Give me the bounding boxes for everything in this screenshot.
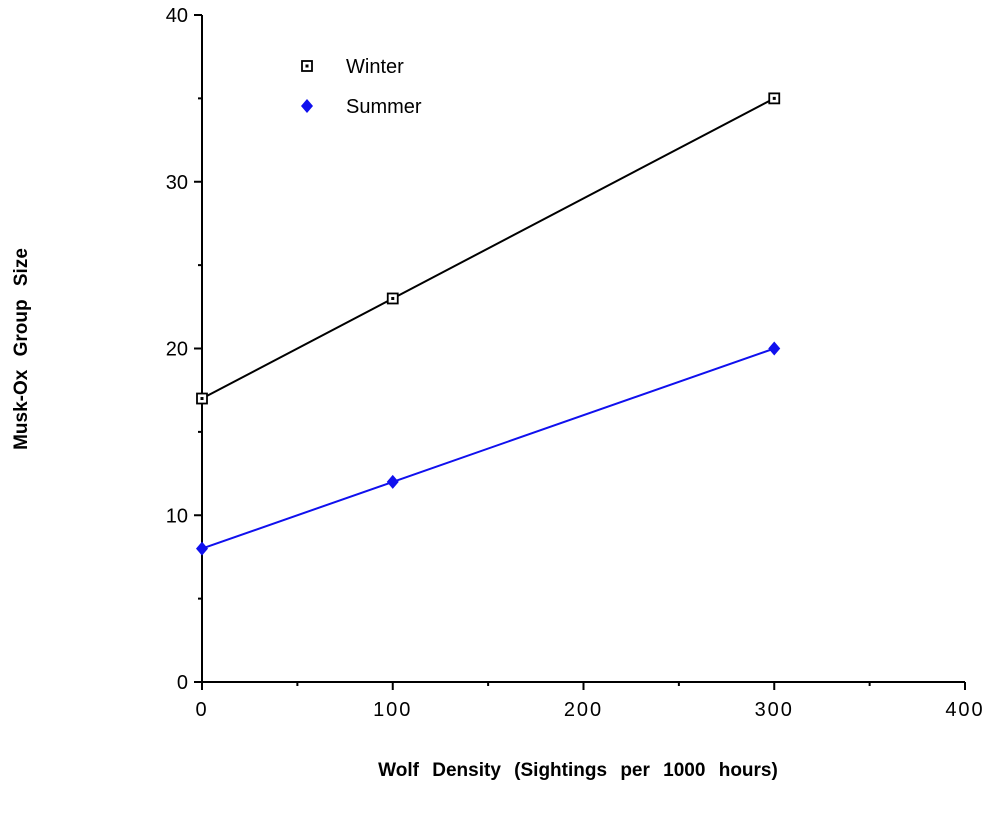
marker-center: [391, 297, 394, 300]
legend-marker-summer: [301, 99, 313, 113]
summer-point: [196, 542, 208, 556]
legend-label-winter: Winter: [346, 56, 404, 78]
winter-point: [197, 394, 207, 404]
y-axis-title: Musk-Ox Group Size: [11, 248, 32, 450]
marker-center: [201, 397, 204, 400]
winter-point: [388, 293, 398, 303]
y-tick-label: 30: [166, 172, 188, 194]
winter-point: [769, 93, 779, 103]
series-layer: [196, 93, 780, 555]
y-tick-label: 0: [177, 672, 188, 694]
legend: Winter Summer: [301, 56, 422, 118]
legend-item-summer: Summer: [301, 96, 422, 118]
x-tick-label: 200: [564, 699, 603, 721]
summer-line: [202, 349, 774, 549]
series-winter: [197, 93, 779, 403]
x-tick-label: 300: [755, 699, 794, 721]
x-axis-title: Wolf Density (Sightings per 1000 hours): [378, 760, 778, 781]
y-tick-label: 20: [166, 339, 188, 361]
x-tick-label: 400: [945, 699, 984, 721]
marker-center: [306, 65, 309, 68]
summer-point: [387, 475, 399, 489]
legend-item-winter: Winter: [302, 56, 404, 78]
legend-label-summer: Summer: [346, 96, 422, 118]
marker-center: [773, 97, 776, 100]
y-tick-label: 40: [166, 5, 188, 27]
x-tick-label: 0: [195, 699, 208, 721]
legend-marker-winter: [302, 61, 312, 71]
winter-line: [202, 98, 774, 398]
series-summer: [196, 342, 780, 556]
y-tick-label: 10: [166, 505, 188, 527]
summer-point: [768, 342, 780, 356]
x-tick-label: 100: [373, 699, 412, 721]
